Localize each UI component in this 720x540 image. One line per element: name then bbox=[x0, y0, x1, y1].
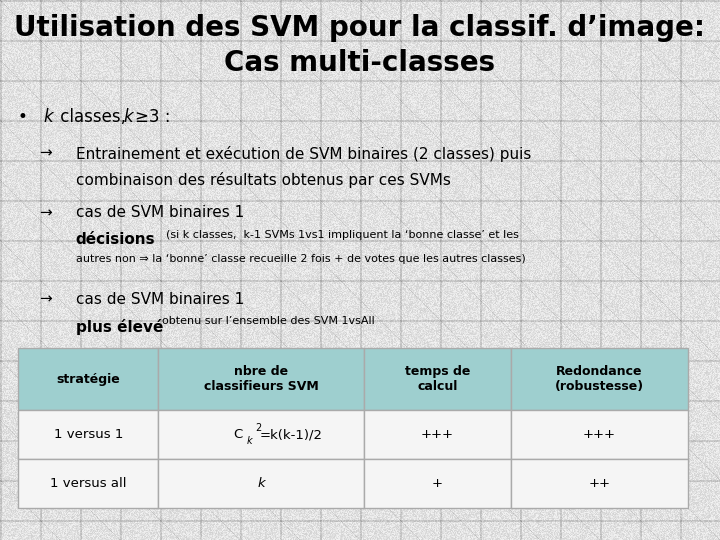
Bar bbox=[158, 348, 364, 410]
Bar bbox=[511, 410, 688, 459]
Text: →: → bbox=[40, 205, 53, 220]
Bar bbox=[158, 459, 364, 508]
Bar bbox=[18, 410, 158, 459]
Text: combinaison des résultats obtenus par ces SVMs: combinaison des résultats obtenus par ce… bbox=[76, 172, 451, 188]
Text: =k(k-1)/2: =k(k-1)/2 bbox=[260, 428, 323, 441]
Text: +++: +++ bbox=[421, 428, 454, 441]
Text: Cas multi-classes: Cas multi-classes bbox=[225, 49, 495, 77]
Text: nbre de
classifieurs SVM: nbre de classifieurs SVM bbox=[204, 366, 318, 393]
Bar bbox=[364, 410, 511, 459]
Text: classes,: classes, bbox=[55, 108, 132, 126]
Text: k: k bbox=[246, 436, 252, 446]
Text: C: C bbox=[234, 428, 243, 441]
Text: k: k bbox=[124, 108, 133, 126]
Text: temps de
calcul: temps de calcul bbox=[405, 366, 470, 393]
Text: plus élevé: plus élevé bbox=[76, 319, 163, 335]
Text: Utilisation des SVM pour la classif. d’image:: Utilisation des SVM pour la classif. d’i… bbox=[14, 14, 706, 42]
Text: +: + bbox=[432, 477, 443, 490]
Text: k: k bbox=[43, 108, 53, 126]
Text: cas de SVM binaires 1: cas de SVM binaires 1 bbox=[76, 292, 248, 307]
Bar bbox=[364, 459, 511, 508]
Text: (si k classes,  k-1 SVMs 1vs1 impliquent la ‘bonne classe’ et les: (si k classes, k-1 SVMs 1vs1 impliquent … bbox=[166, 230, 518, 240]
Text: k: k bbox=[257, 477, 265, 490]
Bar bbox=[18, 459, 158, 508]
Text: stratégie: stratégie bbox=[56, 373, 120, 386]
Text: décisions: décisions bbox=[76, 232, 156, 247]
Text: ≥3 :: ≥3 : bbox=[135, 108, 171, 126]
Text: •: • bbox=[18, 108, 28, 126]
Text: +++: +++ bbox=[583, 428, 616, 441]
Text: →: → bbox=[40, 146, 53, 161]
Text: obtenu sur l’ensemble des SVM 1vsAll: obtenu sur l’ensemble des SVM 1vsAll bbox=[162, 316, 374, 327]
Text: →: → bbox=[40, 292, 53, 307]
Bar bbox=[511, 348, 688, 410]
Text: 1 versus all: 1 versus all bbox=[50, 477, 127, 490]
Bar bbox=[511, 459, 688, 508]
Text: Redondance
(robustesse): Redondance (robustesse) bbox=[555, 366, 644, 393]
Text: autres non ⇒ la ‘bonne’ classe recueille 2 fois + de votes que les autres classe: autres non ⇒ la ‘bonne’ classe recueille… bbox=[76, 254, 526, 264]
Text: cas de SVM binaires 1: cas de SVM binaires 1 bbox=[76, 205, 248, 220]
Text: ++: ++ bbox=[588, 477, 611, 490]
Text: 1 versus 1: 1 versus 1 bbox=[53, 428, 123, 441]
Text: 2: 2 bbox=[255, 423, 261, 433]
Bar bbox=[18, 348, 158, 410]
Bar bbox=[364, 348, 511, 410]
Text: Entrainement et exécution de SVM binaires (2 classes) puis: Entrainement et exécution de SVM binaire… bbox=[76, 146, 531, 162]
Bar bbox=[158, 410, 364, 459]
